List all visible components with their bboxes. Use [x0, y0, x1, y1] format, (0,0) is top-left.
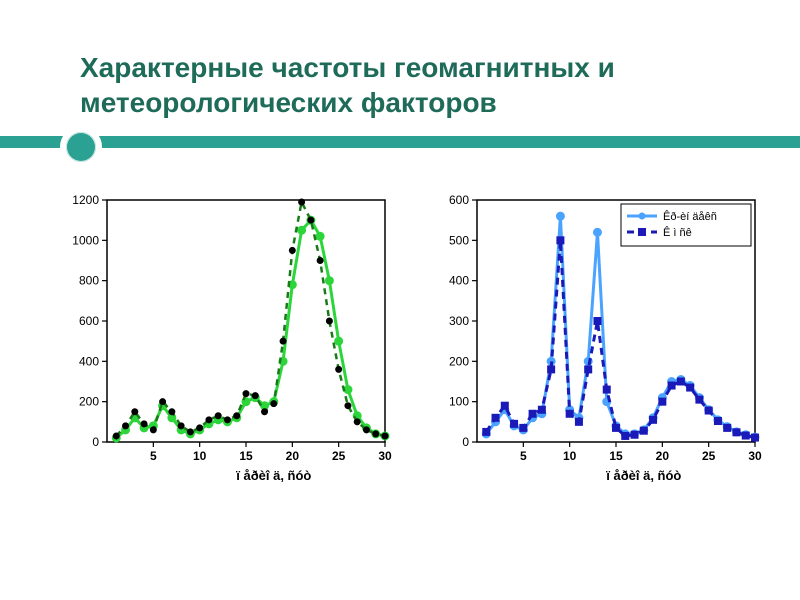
svg-text:500: 500	[449, 233, 469, 247]
svg-text:20: 20	[286, 449, 300, 463]
svg-text:25: 25	[332, 449, 346, 463]
accent-disc-icon	[60, 126, 102, 168]
svg-text:600: 600	[449, 193, 469, 207]
svg-text:Ê ì ñê: Ê ì ñê	[663, 226, 692, 239]
svg-text:30: 30	[748, 449, 762, 463]
svg-text:200: 200	[79, 395, 99, 409]
svg-text:10: 10	[193, 449, 207, 463]
svg-text:600: 600	[79, 314, 99, 328]
svg-text:800: 800	[79, 274, 99, 288]
svg-text:1200: 1200	[72, 193, 99, 207]
svg-text:5: 5	[520, 449, 527, 463]
svg-text:200: 200	[449, 354, 469, 368]
svg-text:ï åðèî ä, ñóò: ï åðèî ä, ñóò	[605, 468, 681, 483]
svg-text:400: 400	[79, 354, 99, 368]
page-title: Характерные частоты геомагнитных и метео…	[80, 50, 740, 120]
svg-text:30: 30	[378, 449, 392, 463]
svg-text:15: 15	[239, 449, 253, 463]
svg-text:1000: 1000	[72, 233, 99, 247]
svg-text:25: 25	[702, 449, 716, 463]
svg-text:0: 0	[462, 435, 469, 449]
title-block: Характерные частоты геомагнитных и метео…	[80, 50, 740, 152]
svg-text:Êð-èí äåêñ: Êð-èí äåêñ	[663, 210, 717, 223]
svg-text:100: 100	[449, 395, 469, 409]
svg-text:0: 0	[92, 435, 99, 449]
accent-bar-line	[0, 136, 800, 148]
svg-text:15: 15	[609, 449, 623, 463]
svg-text:20: 20	[656, 449, 670, 463]
svg-text:300: 300	[449, 314, 469, 328]
slide: Характерные частоты геомагнитных и метео…	[0, 0, 800, 600]
chart-svg: 0 200 400 600 800 1000 1200 5 10 15 20 25 30 ï åðèî ä…	[55, 190, 395, 490]
chart-svg: 0 100 200 300 400 500 600 5 10 15 20 25 30 ï åðèî ä, …	[425, 190, 765, 490]
chart-left: 0 200 400 600 800 1000 1200 5 10 15 20 25 30 ï åðèî ä…	[55, 190, 395, 510]
chart-right: 0 100 200 300 400 500 600 5 10 15 20 25 30 ï åðèî ä, …	[425, 190, 765, 510]
svg-text:ï åðèî ä, ñóò: ï åðèî ä, ñóò	[235, 468, 311, 483]
svg-text:5: 5	[150, 449, 157, 463]
accent-bar	[80, 130, 740, 152]
svg-text:400: 400	[449, 274, 469, 288]
charts-row: 02004006008001000120051015202530ï åðèî ä…	[55, 190, 760, 560]
svg-text:10: 10	[563, 449, 577, 463]
